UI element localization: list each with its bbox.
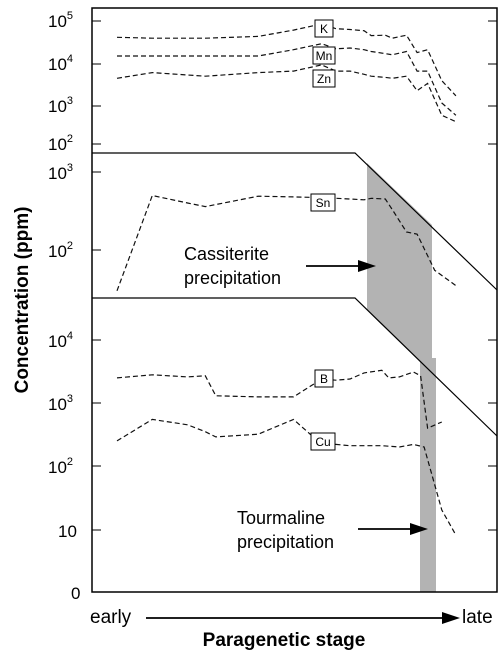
label-box-k: K	[314, 19, 334, 38]
x-end-label: late	[462, 607, 493, 628]
series-line-b	[116, 369, 443, 429]
panel-divider-upper	[92, 152, 498, 291]
label-box-cu: Cu	[310, 432, 336, 451]
tourmaline-band	[420, 358, 436, 592]
series-line-cu	[116, 418, 457, 536]
series-line-zn	[116, 64, 457, 123]
tick-label-1e4: 104	[48, 53, 73, 74]
tick-label-1e4-low: 104	[48, 330, 73, 351]
series-line-mn	[117, 43, 457, 116]
cassiterite-label-line2: precipitation	[184, 268, 281, 288]
svg-text:Zn: Zn	[317, 72, 331, 86]
series-line-sn	[116, 194, 457, 292]
plot-frame	[91, 7, 498, 593]
tick-label-0: 0	[71, 584, 80, 603]
stage-arrowhead	[442, 612, 460, 624]
svg-text:K: K	[320, 22, 328, 36]
svg-text:Cu: Cu	[315, 435, 330, 449]
y-axis-title: Concentration (ppm)	[12, 207, 33, 394]
tourmaline-arrowhead	[410, 523, 428, 535]
label-box-b: B	[314, 369, 334, 388]
x-start-label: early	[90, 607, 132, 628]
tick-label-1e5: 105	[48, 10, 73, 31]
svg-text:B: B	[320, 372, 328, 386]
svg-text:Mn: Mn	[316, 49, 333, 63]
label-box-mn: Mn	[312, 46, 336, 65]
cassiterite-label-line1: Cassiterite	[184, 244, 269, 264]
panel-divider-lower	[92, 297, 498, 437]
tick-label-1e2: 102	[48, 133, 73, 154]
y-ticks	[92, 20, 497, 531]
tick-label-1e3: 103	[48, 95, 73, 116]
series-line-k	[116, 23, 457, 97]
cassiterite-arrowhead	[358, 260, 376, 272]
label-box-zn: Zn	[312, 69, 336, 88]
tick-label-10: 10	[58, 522, 77, 541]
tourmaline-label-line1: Tourmaline	[237, 508, 325, 528]
label-box-sn: Sn	[310, 193, 336, 212]
tick-label-1e3-low: 103	[48, 393, 73, 414]
cassiterite-band	[367, 163, 432, 372]
tick-label-1e2-mid: 102	[48, 240, 73, 261]
tourmaline-label-line2: precipitation	[237, 532, 334, 552]
tick-label-1e3-mid: 103	[48, 162, 73, 183]
svg-text:Sn: Sn	[316, 196, 331, 210]
x-axis-title: Paragenetic stage	[203, 630, 366, 651]
tick-label-1e2-low: 102	[48, 456, 73, 477]
